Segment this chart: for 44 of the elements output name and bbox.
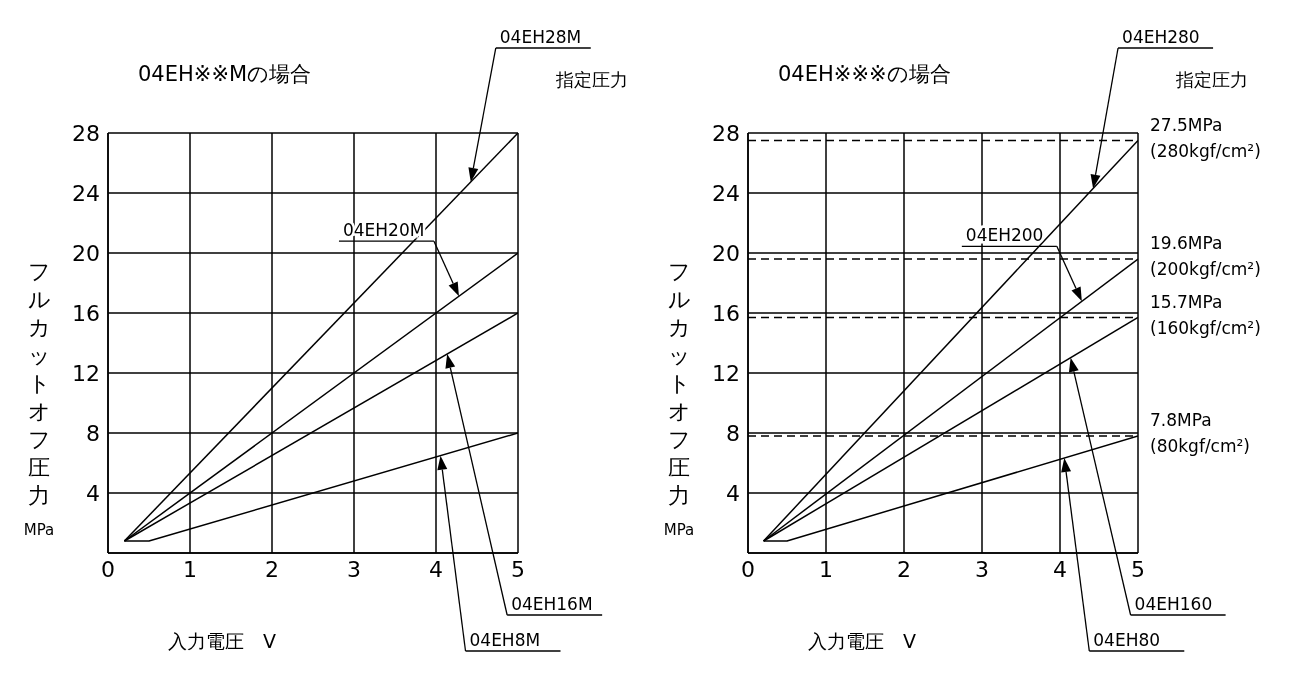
- y-tick-label: 8: [726, 420, 740, 446]
- text: 04EH160: [1134, 594, 1213, 614]
- text: 指定圧力: [556, 68, 628, 92]
- y-tick-label: 8: [86, 420, 100, 446]
- ref-line-label: 27.5MPa (280kgf/cm²): [1150, 114, 1261, 161]
- x-tick-label: 0: [101, 556, 115, 582]
- x-tick-label: 5: [1131, 556, 1145, 582]
- text: フルカットオフ圧力 MPa: [663, 259, 695, 539]
- x-axis-title: 入力電圧 V: [168, 629, 276, 654]
- x-tick-label: 0: [741, 556, 755, 582]
- y-tick-label: 28: [712, 120, 740, 146]
- ref-line-label: 7.8MPa (80kgf/cm²): [1150, 410, 1250, 456]
- x-tick-label: 3: [975, 556, 989, 582]
- y-tick-label: 4: [726, 480, 740, 506]
- x-tick-label: 2: [897, 556, 911, 582]
- x-tick-label: 1: [819, 556, 833, 582]
- y-tick-label: 16: [712, 300, 740, 326]
- y-tick-label: 28: [72, 120, 100, 146]
- chart-title: 04EH※※Mの場合: [138, 61, 312, 88]
- y-tick-label: 24: [72, 180, 100, 206]
- text: 04EH80: [1093, 630, 1161, 650]
- text: 04EH280: [1122, 27, 1200, 47]
- x-tick-label: 4: [429, 556, 443, 582]
- y-tick-label: 20: [712, 240, 740, 266]
- text: 04EH8M: [469, 630, 541, 650]
- x-tick-label: 5: [511, 556, 525, 582]
- y-tick-label: 12: [712, 360, 740, 386]
- text: 指定圧力: [1176, 68, 1248, 92]
- text: 04EH16M: [511, 594, 593, 614]
- ref-line-label: 19.6MPa (200kgf/cm²): [1150, 233, 1261, 279]
- x-axis-title: 入力電圧 V: [808, 629, 916, 654]
- x-tick-label: 4: [1053, 556, 1067, 582]
- text: 04EH28M: [499, 27, 582, 47]
- x-tick-label: 2: [265, 556, 279, 582]
- y-tick-label: 24: [712, 180, 740, 206]
- y-tick-label: 12: [72, 360, 100, 386]
- text: フルカットオフ圧力 MPa: [23, 259, 55, 539]
- chart-title: 04EH※※※の場合: [778, 61, 951, 88]
- ref-line-label: 15.7MPa (160kgf/cm²): [1150, 291, 1261, 338]
- x-tick-label: 3: [347, 556, 361, 582]
- x-tick-label: 1: [183, 556, 197, 582]
- y-tick-label: 16: [72, 300, 100, 326]
- y-tick-label: 20: [72, 240, 100, 266]
- y-tick-label: 4: [86, 480, 100, 506]
